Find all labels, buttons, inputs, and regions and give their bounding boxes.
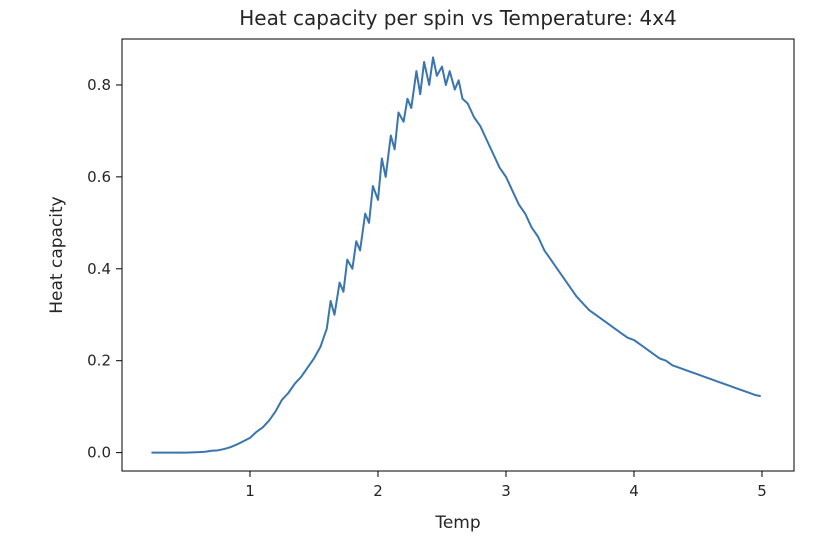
y-tick-label: 0.2 xyxy=(87,352,111,370)
y-axis: 0.0 0.2 0.4 0.6 0.8 xyxy=(87,76,122,462)
y-tick-label: 0.0 xyxy=(87,444,111,462)
y-tick-label: 0.8 xyxy=(87,76,111,94)
x-tick-label: 1 xyxy=(245,482,255,500)
y-tick-label: 0.4 xyxy=(87,260,111,278)
x-tick-label: 4 xyxy=(629,482,639,500)
x-tick-label: 2 xyxy=(373,482,383,500)
x-tick-label: 5 xyxy=(757,482,767,500)
y-tick-label: 0.6 xyxy=(87,168,111,186)
x-tick-label: 3 xyxy=(501,482,511,500)
series-line-0 xyxy=(151,56,761,454)
plot-area xyxy=(151,56,761,454)
x-axis-label: Temp xyxy=(434,513,480,533)
x-axis: 1 2 3 4 5 xyxy=(245,471,767,500)
y-axis-label: Heat capacity xyxy=(47,196,67,314)
plot-frame xyxy=(121,38,795,472)
chart-title: Heat capacity per spin vs Temperature: 4… xyxy=(239,6,677,30)
